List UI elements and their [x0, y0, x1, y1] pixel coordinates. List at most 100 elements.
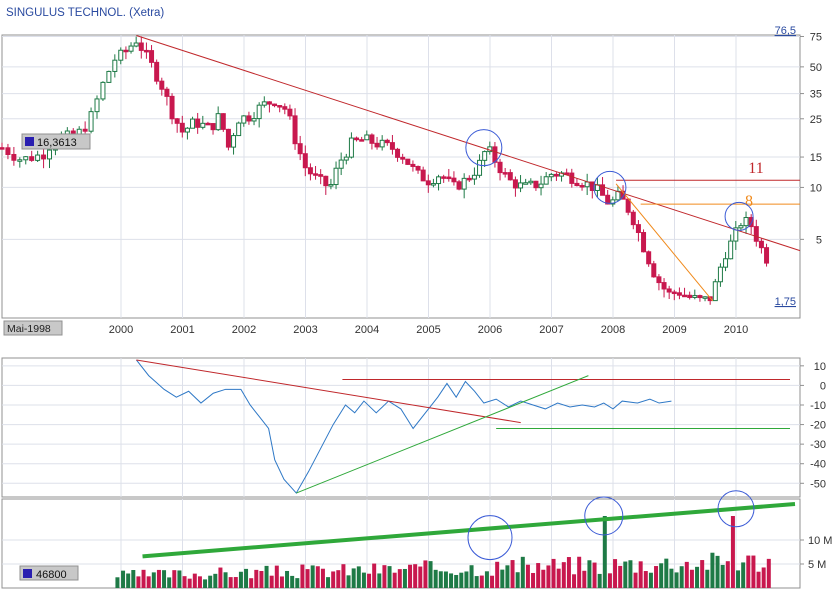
candle	[466, 177, 472, 181]
osc-y-tick-label: -40	[810, 459, 826, 471]
candle	[395, 148, 401, 158]
candle	[236, 122, 242, 137]
candle	[5, 147, 11, 155]
x-tick-label: 2010	[724, 324, 748, 336]
volume-bar	[172, 570, 177, 588]
candle	[143, 49, 149, 53]
volume-bar	[469, 565, 474, 588]
x-tick-label: 2003	[293, 324, 317, 336]
volume-bar	[556, 568, 561, 588]
volume-bar	[490, 575, 495, 588]
candle	[231, 135, 237, 148]
x-tick-label: 2004	[355, 324, 379, 336]
volume-bar	[331, 571, 336, 588]
volume-bar	[305, 569, 310, 588]
volume-bar	[730, 516, 735, 588]
volume-badge: 46800	[36, 569, 67, 581]
volume-bar	[710, 552, 715, 588]
candle	[195, 118, 201, 128]
candle	[323, 175, 329, 187]
candle	[215, 113, 221, 131]
candle	[35, 154, 41, 161]
candle	[106, 70, 112, 83]
volume-bar	[433, 569, 438, 588]
candle	[477, 159, 483, 176]
volume-bar	[428, 561, 433, 588]
volume-bar	[244, 568, 249, 588]
candle	[41, 154, 47, 160]
candle	[384, 139, 390, 144]
osc-y-tick-label: -10	[810, 400, 826, 412]
vol-y-tick-label: 10 M	[808, 535, 832, 547]
volume-bar	[351, 568, 356, 588]
candle	[692, 295, 698, 298]
volume-bar	[684, 561, 689, 588]
volume-bar	[695, 566, 700, 588]
volume-bar	[720, 564, 725, 588]
volume-bar	[361, 572, 366, 588]
y-min-label: 1,75	[775, 296, 796, 308]
volume-bar	[700, 560, 705, 588]
volume-bar	[587, 560, 592, 588]
candle	[584, 181, 590, 188]
candle	[430, 183, 436, 186]
volume-bar	[766, 558, 771, 588]
volume-bar	[654, 566, 659, 588]
candle	[128, 45, 134, 52]
volume-bar	[300, 564, 305, 588]
volume-bars	[115, 516, 771, 588]
volume-bar	[459, 572, 464, 588]
volume-bar	[525, 564, 530, 588]
candle	[507, 172, 513, 181]
y-tick-label: 75	[810, 31, 822, 43]
candle	[343, 156, 349, 161]
volume-bar	[218, 567, 223, 588]
osc-uptrend-line	[296, 375, 589, 494]
volume-bar	[669, 568, 674, 588]
volume-bar	[479, 575, 484, 588]
candle	[717, 266, 723, 283]
volume-bar	[566, 557, 571, 588]
candle	[11, 153, 17, 161]
candle	[333, 167, 339, 186]
resistance-trendline	[136, 35, 801, 252]
candle	[389, 142, 395, 150]
chart-title: SINGULUS TECHNOL. (Xetra)	[6, 7, 164, 19]
volume-bar	[336, 570, 341, 588]
volume-bar	[382, 565, 387, 588]
volume-bar	[618, 565, 623, 588]
volume-bar	[387, 566, 392, 588]
candle	[379, 139, 385, 148]
volume-bar	[597, 573, 602, 588]
volume-bar	[269, 575, 274, 588]
candle	[676, 292, 682, 296]
oscillator-series-line	[135, 359, 672, 494]
volume-bar	[413, 564, 418, 588]
annotation-8: 8	[745, 193, 753, 210]
volume-bar	[628, 560, 633, 588]
volume-bar	[602, 516, 607, 588]
volume-badge-box	[19, 565, 79, 581]
osc-downtrend-line	[136, 359, 521, 424]
candle	[112, 59, 118, 72]
oscillator-line	[135, 359, 672, 494]
candle	[118, 49, 124, 61]
candle	[0, 147, 5, 150]
volume-bar	[346, 575, 351, 588]
volume-bar	[131, 570, 136, 588]
candle	[635, 224, 641, 234]
volume-bar	[500, 569, 505, 588]
volume-bar	[613, 559, 618, 588]
candle	[502, 172, 508, 175]
volume-bar	[756, 571, 761, 588]
volume-bar	[121, 570, 126, 588]
volume-bar	[633, 572, 638, 588]
candle	[17, 159, 23, 162]
volume-bar	[126, 573, 131, 588]
volume-bar	[167, 577, 172, 588]
osc-y-tick-label: 0	[820, 380, 826, 392]
volume-bar	[423, 560, 428, 588]
candle	[154, 61, 160, 82]
volume-trendline	[142, 502, 796, 559]
